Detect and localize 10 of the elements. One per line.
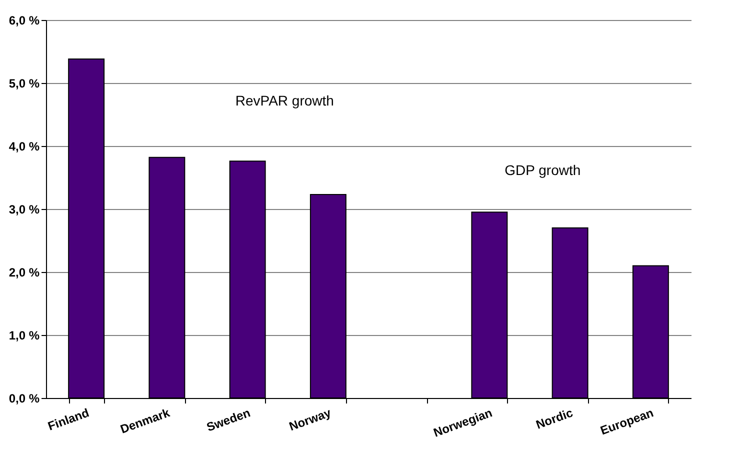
annotation: RevPAR growth: [235, 92, 334, 108]
y-tick-label: 5,0 %: [8, 76, 40, 90]
y-tick-label: 1,0 %: [8, 328, 40, 342]
y-tick-label: 4,0 %: [8, 140, 40, 154]
y-tick-label: 6,0 %: [8, 14, 40, 28]
annotation: GDP growth: [504, 162, 581, 178]
y-tick-label: 2,0 %: [8, 266, 40, 280]
x-tick-label: Nordic: [534, 406, 575, 432]
y-tick-label: 3,0 %: [8, 202, 40, 216]
y-tick-label: 0,0 %: [8, 392, 40, 406]
